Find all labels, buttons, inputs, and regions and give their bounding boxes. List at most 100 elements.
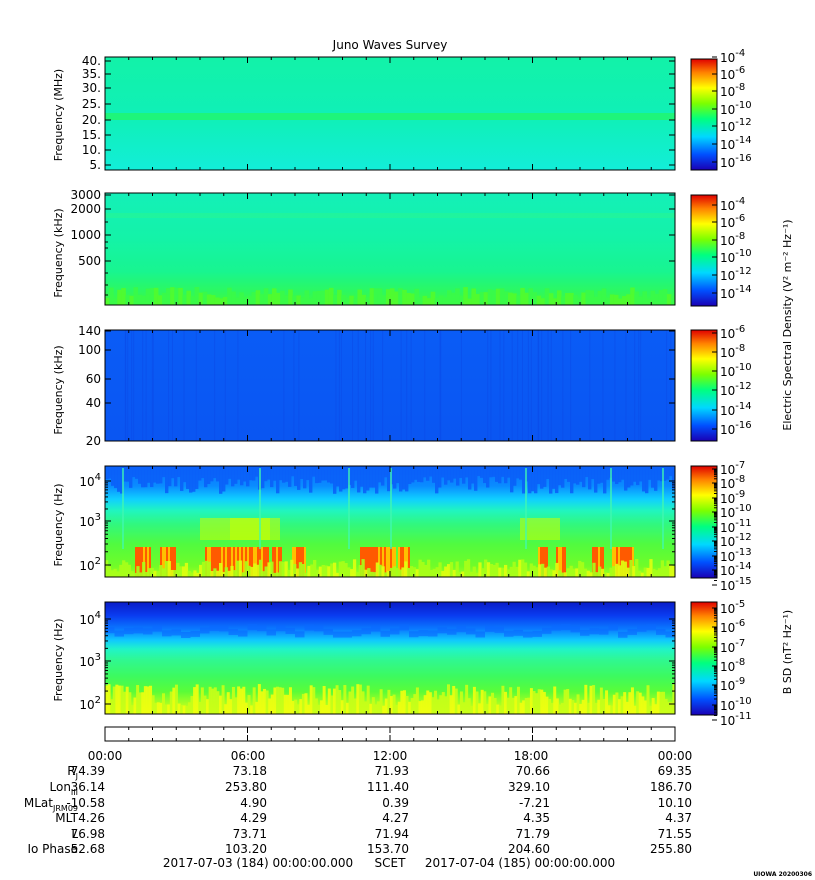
low-freq-streak bbox=[404, 561, 408, 577]
upper-band bbox=[621, 466, 625, 480]
low-freq-streak bbox=[632, 566, 636, 577]
low-freq-streak bbox=[454, 688, 458, 714]
emission-block bbox=[562, 547, 564, 577]
low-freq-streak bbox=[361, 691, 365, 714]
low-freq-streak bbox=[521, 559, 525, 577]
low-freq-streak bbox=[239, 688, 243, 714]
texture-streak bbox=[634, 330, 636, 441]
low-freq-streak bbox=[361, 294, 367, 305]
texture-streak bbox=[372, 330, 374, 441]
mid-patch bbox=[230, 518, 280, 540]
low-freq-streak bbox=[444, 696, 448, 714]
low-freq-streak bbox=[157, 295, 163, 305]
upper-band bbox=[645, 466, 649, 494]
low-freq-streak bbox=[308, 298, 314, 305]
emission-block bbox=[229, 547, 231, 577]
upper-band bbox=[291, 466, 295, 477]
low-freq-streak bbox=[545, 696, 549, 714]
low-freq-streak bbox=[395, 568, 399, 577]
low-freq-streak bbox=[459, 295, 464, 305]
colorbar-tick-label: 10-7 bbox=[720, 460, 745, 477]
emission-block bbox=[249, 547, 251, 577]
upper-band bbox=[594, 466, 598, 493]
emission-block bbox=[215, 547, 217, 577]
ephemeris-label: RJ bbox=[67, 764, 78, 781]
low-freq-streak bbox=[281, 687, 285, 714]
low-freq-streak bbox=[402, 289, 407, 305]
low-freq-streak bbox=[523, 562, 528, 577]
y-tick-label: 25. bbox=[82, 97, 101, 111]
low-freq-streak bbox=[447, 684, 450, 714]
low-freq-streak bbox=[387, 689, 391, 714]
low-freq-streak bbox=[231, 686, 235, 714]
low-freq-streak bbox=[355, 572, 360, 577]
low-freq-streak bbox=[385, 289, 391, 305]
low-freq-streak bbox=[318, 566, 322, 577]
upper-band bbox=[279, 466, 283, 481]
low-freq-streak bbox=[211, 688, 215, 714]
low-freq-streak bbox=[263, 288, 269, 305]
texture-streak bbox=[570, 330, 572, 441]
low-freq-streak bbox=[672, 684, 676, 714]
low-freq-streak bbox=[449, 562, 454, 577]
upper-band bbox=[648, 466, 652, 480]
ephemeris-value: 103.20 bbox=[225, 842, 267, 856]
low-freq-streak bbox=[581, 292, 586, 305]
texture-streak bbox=[602, 330, 604, 441]
low-freq-streak bbox=[458, 572, 462, 577]
low-freq-streak bbox=[190, 296, 196, 305]
low-freq-streak bbox=[247, 296, 253, 305]
texture-band bbox=[494, 626, 504, 633]
low-freq-streak bbox=[159, 565, 163, 577]
low-freq-streak bbox=[548, 293, 554, 305]
emission-block bbox=[594, 547, 596, 577]
texture-streak bbox=[142, 330, 144, 441]
emission-block bbox=[296, 547, 298, 577]
texture-streak bbox=[183, 330, 185, 441]
low-freq-streak bbox=[605, 690, 609, 714]
low-freq-streak bbox=[320, 290, 326, 305]
upper-band bbox=[516, 466, 520, 479]
low-freq-streak bbox=[233, 570, 237, 577]
texture-band bbox=[190, 630, 200, 637]
low-freq-streak bbox=[589, 290, 595, 305]
low-freq-streak bbox=[136, 685, 140, 714]
upper-band bbox=[336, 466, 340, 487]
texture-band bbox=[627, 628, 637, 635]
texture-streak bbox=[124, 330, 126, 441]
low-freq-streak bbox=[219, 695, 222, 714]
low-freq-streak bbox=[224, 567, 228, 577]
low-freq-streak bbox=[330, 563, 334, 577]
upper-band bbox=[573, 466, 577, 484]
low-freq-streak bbox=[121, 288, 126, 305]
low-freq-streak bbox=[341, 295, 346, 305]
low-freq-streak bbox=[224, 704, 228, 714]
low-freq-streak bbox=[546, 566, 550, 577]
emission-block bbox=[388, 547, 390, 577]
upper-band bbox=[267, 466, 271, 480]
low-freq-streak bbox=[472, 566, 476, 577]
low-freq-streak bbox=[278, 561, 283, 577]
low-freq-streak bbox=[511, 697, 515, 714]
low-freq-streak bbox=[630, 687, 634, 714]
upper-band bbox=[426, 466, 430, 481]
low-freq-streak bbox=[107, 566, 112, 577]
low-freq-streak bbox=[296, 704, 300, 714]
low-freq-streak bbox=[442, 297, 448, 305]
low-freq-streak bbox=[478, 703, 482, 714]
low-freq-streak bbox=[328, 287, 334, 305]
upper-band bbox=[537, 466, 541, 485]
upper-band bbox=[225, 466, 229, 485]
low-freq-streak bbox=[427, 559, 431, 577]
ephemeris-value: 4.90 bbox=[240, 796, 267, 810]
texture-band bbox=[114, 630, 124, 637]
low-freq-streak bbox=[358, 565, 362, 577]
low-freq-streak bbox=[347, 567, 351, 577]
texture-band bbox=[285, 627, 295, 634]
colorbar-tick-label: 10-8 bbox=[720, 343, 745, 360]
low-freq-streak bbox=[452, 569, 456, 577]
low-freq-streak bbox=[201, 561, 206, 577]
low-freq-streak bbox=[592, 685, 596, 714]
colorbar-tick-label: 10-8 bbox=[720, 657, 745, 674]
ephemeris-value: 204.60 bbox=[508, 842, 550, 856]
